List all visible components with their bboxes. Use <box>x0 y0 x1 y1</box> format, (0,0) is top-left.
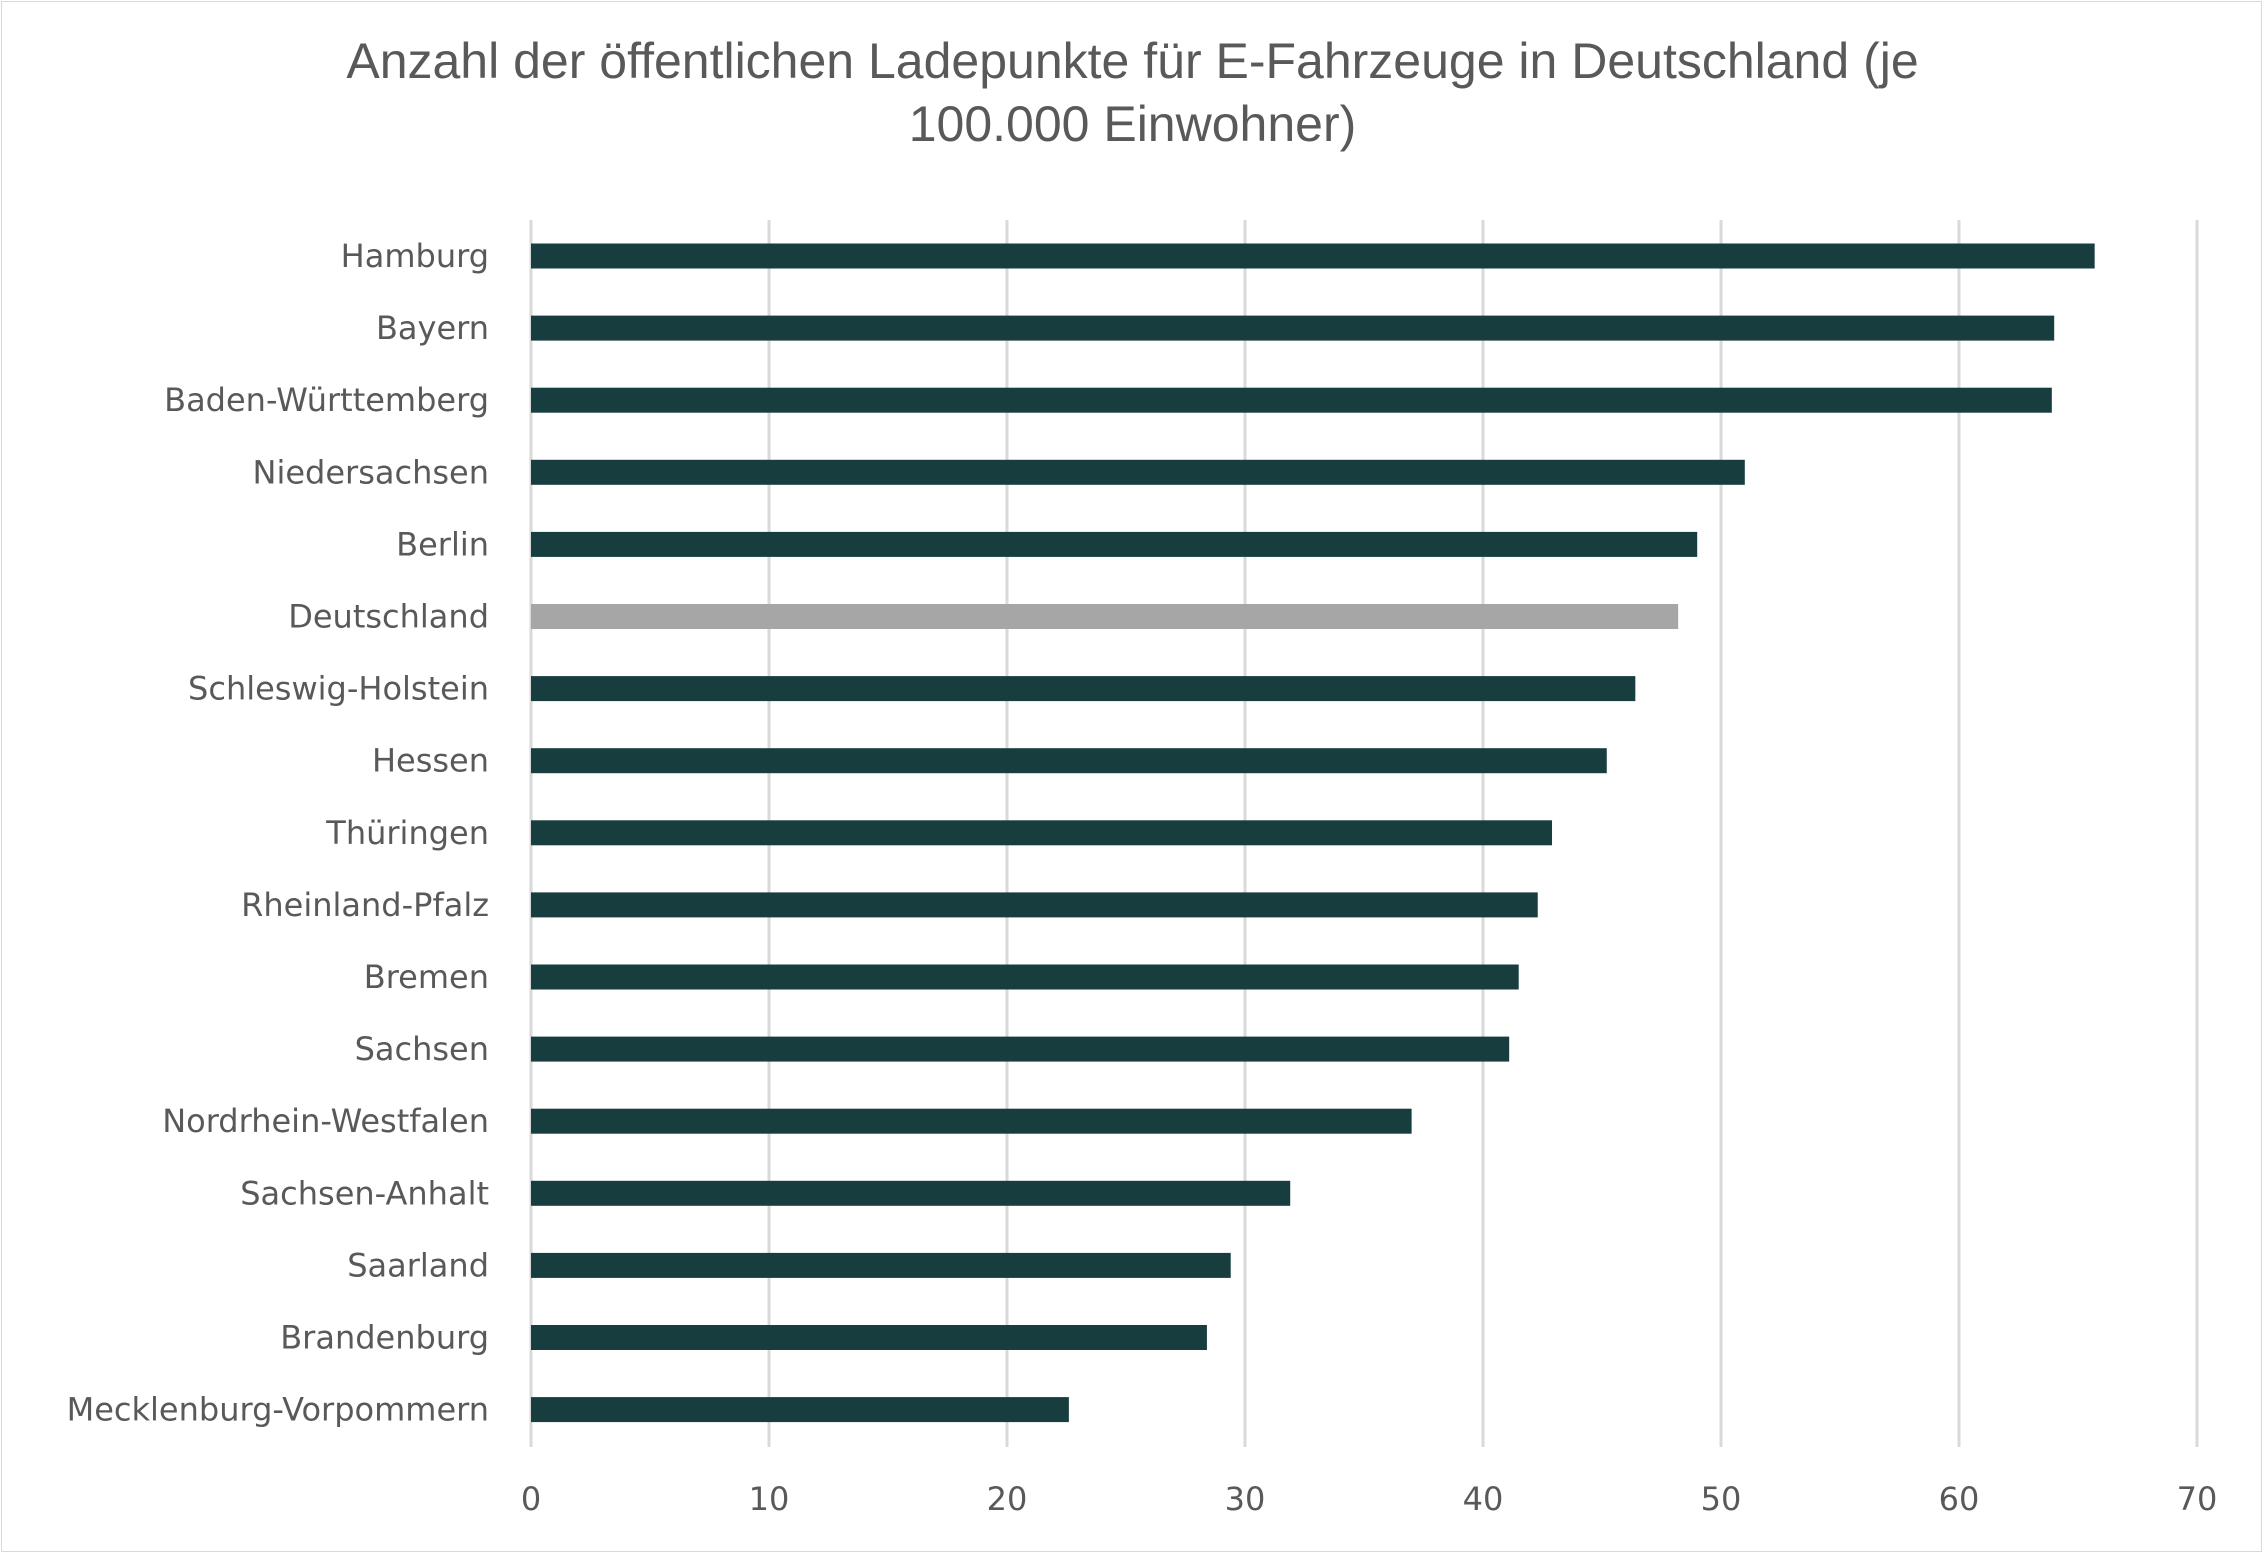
bar-sachsen <box>531 1036 1510 1062</box>
category-label: Berlin <box>396 525 489 563</box>
bar-schleswig-holstein <box>531 676 1636 702</box>
category-label: Bayern <box>376 309 489 347</box>
category-label: Sachsen <box>355 1030 489 1068</box>
x-tick-label: 20 <box>987 1480 1028 1518</box>
bar-deutschland <box>531 604 1679 629</box>
x-tick-label: 40 <box>1463 1480 1504 1518</box>
bar-sachsen-anhalt <box>531 1180 1291 1206</box>
bar-berlin <box>531 531 1698 557</box>
bar-niedersachsen <box>531 459 1745 485</box>
bar-hessen <box>531 748 1607 774</box>
chart-title: Anzahl der öffentlichen Ladepunkte für E… <box>0 30 2265 156</box>
x-tick-label: 30 <box>1225 1480 1266 1518</box>
bar-th-ringen <box>531 820 1553 846</box>
category-label: Thüringen <box>325 814 489 852</box>
x-tick-label: 50 <box>1701 1480 1742 1518</box>
category-label: Saarland <box>347 1246 489 1284</box>
chart-title-line-1: Anzahl der öffentlichen Ladepunkte für E… <box>346 33 1919 89</box>
bar-bayern <box>531 315 2055 341</box>
x-tick-label: 60 <box>1939 1480 1980 1518</box>
bar-baden-w-rttemberg <box>531 387 2052 413</box>
x-tick-label: 0 <box>521 1480 541 1518</box>
category-label: Niedersachsen <box>253 453 489 491</box>
bar-saarland <box>531 1252 1231 1278</box>
bar-mecklenburg-vorpommern <box>531 1397 1069 1423</box>
bar-hamburg <box>531 243 2095 269</box>
category-label: Baden-Württemberg <box>164 381 489 419</box>
category-label: Brandenburg <box>280 1319 489 1357</box>
category-label: Deutschland <box>288 598 489 636</box>
category-label: Hamburg <box>341 237 489 275</box>
category-label: Rheinland-Pfalz <box>241 886 489 924</box>
category-label: Schleswig-Holstein <box>188 670 489 708</box>
category-label: Hessen <box>372 742 489 780</box>
bar-nordrhein-westfalen <box>531 1108 1412 1134</box>
bar-rheinland-pfalz <box>531 892 1538 918</box>
category-label: Bremen <box>364 958 489 996</box>
bar-brandenburg <box>531 1325 1207 1350</box>
chart-title-line-2: 100.000 Einwohner) <box>908 96 1357 152</box>
category-label: Nordrhein-Westfalen <box>162 1102 489 1140</box>
category-label: Mecklenburg-Vorpommern <box>67 1391 489 1429</box>
x-tick-label: 70 <box>2177 1480 2218 1518</box>
category-label: Sachsen-Anhalt <box>240 1174 489 1212</box>
x-tick-label: 10 <box>749 1480 790 1518</box>
bar-bremen <box>531 964 1519 990</box>
